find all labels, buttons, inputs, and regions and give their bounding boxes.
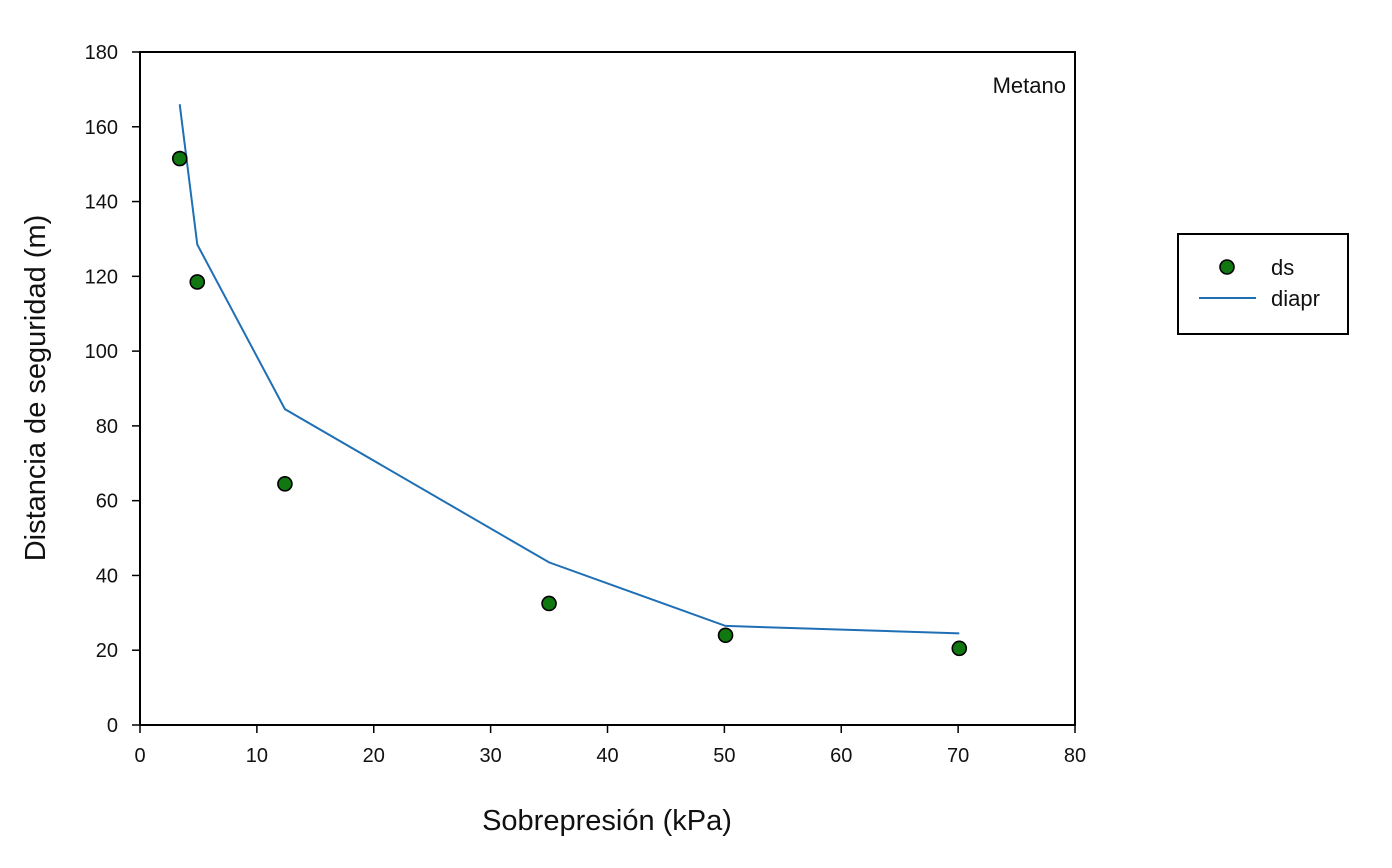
- x-axis-ticks: 0 10 20 30 40 50 60 70 80: [134, 725, 1086, 767]
- chart-annotation: Metano: [993, 73, 1066, 98]
- legend-label-diapr: diapr: [1271, 286, 1320, 311]
- y-tick-label: 100: [85, 341, 118, 363]
- y-tick-label: 20: [96, 640, 118, 662]
- y-axis-title: Distancia de seguridad (m): [20, 215, 52, 562]
- x-tick-label: 30: [480, 745, 502, 767]
- legend-box: [1177, 233, 1349, 335]
- y-axis-ticks: 0 20 40 60 80 100 120 140 160 180: [85, 42, 140, 737]
- scatter-series-layer: [171, 150, 968, 657]
- legend: ds diapr: [1177, 233, 1349, 335]
- data-point-ds: [171, 150, 188, 167]
- line-series-layer: [178, 104, 960, 635]
- y-tick-label: 180: [85, 42, 118, 64]
- y-tick-label: 120: [85, 266, 118, 288]
- y-tick-label: 0: [107, 715, 118, 737]
- legend-marker-ds: [1219, 259, 1235, 275]
- y-tick-label: 40: [96, 565, 118, 587]
- y-tick-label: 140: [85, 192, 118, 214]
- x-tick-label: 70: [947, 745, 969, 767]
- x-tick-label: 0: [134, 745, 145, 767]
- data-point-ds: [277, 476, 293, 492]
- y-tick-label: 80: [96, 416, 118, 438]
- data-point-ds: [717, 627, 734, 644]
- x-tick-label: 20: [363, 745, 385, 767]
- data-point-ds: [189, 274, 206, 290]
- data-point-ds: [541, 595, 557, 612]
- data-point-ds: [951, 640, 968, 657]
- x-tick-label: 60: [830, 745, 852, 767]
- x-tick-label: 80: [1064, 745, 1086, 767]
- x-axis-title: Sobrepresión (kPa): [482, 805, 732, 837]
- series-line-diapr: [178, 104, 960, 635]
- plot-frame: [139, 51, 1076, 726]
- x-tick-label: 40: [596, 745, 618, 767]
- x-tick-label: 10: [246, 745, 268, 767]
- legend-label-ds: ds: [1271, 255, 1294, 280]
- x-tick-label: 50: [713, 745, 735, 767]
- y-tick-label: 160: [85, 117, 118, 139]
- y-tick-label: 60: [96, 491, 118, 513]
